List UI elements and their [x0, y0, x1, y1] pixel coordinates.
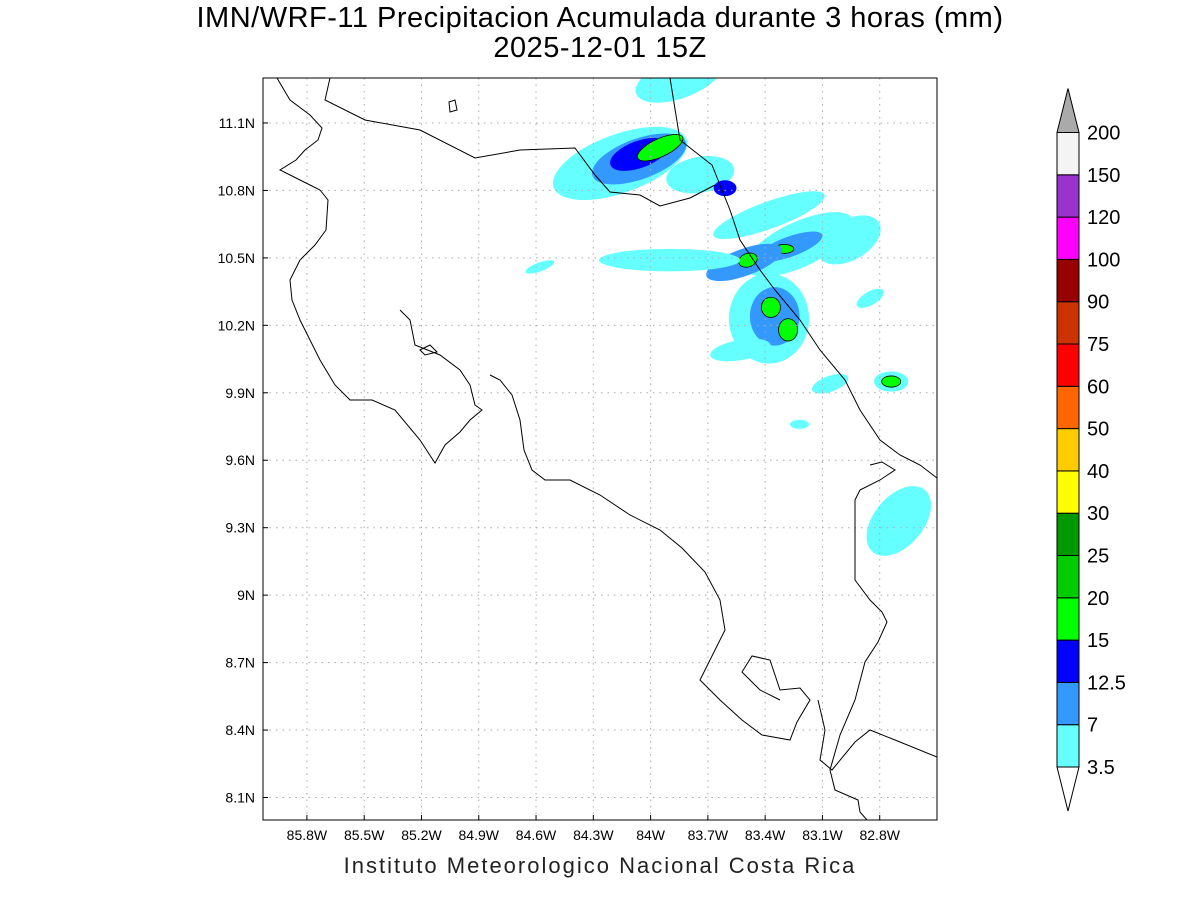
colorbar-label: 15	[1087, 630, 1109, 652]
map-title: IMN/WRF-11 Precipitacion Acumulada duran…	[196, 2, 1004, 34]
colorbar-swatch	[1056, 597, 1080, 641]
lon-tick-label: 83.7W	[688, 827, 729, 843]
colorbar-swatch	[1056, 216, 1080, 260]
coastlines	[276, 78, 937, 820]
lat-tick-label: 9.9N	[225, 385, 255, 401]
colorbar-swatch	[1056, 132, 1080, 176]
colorbar-label: 120	[1087, 207, 1120, 229]
colorbar-label: 150	[1087, 165, 1120, 187]
precip-cell	[635, 78, 723, 103]
precip-cell	[713, 191, 825, 240]
colorbar-label: 60	[1087, 376, 1109, 398]
lon-tick-label: 84.9W	[459, 827, 500, 843]
graticule	[263, 78, 937, 820]
colorbar-over-arrow	[1056, 88, 1080, 133]
precip-cell	[856, 288, 884, 308]
pacific-coastline	[276, 78, 937, 771]
colorbar-swatch	[1056, 681, 1080, 726]
precip-cell	[866, 486, 932, 556]
colorbar-label: 30	[1087, 503, 1109, 525]
lat-tick-label: 10.5N	[218, 250, 255, 266]
colorbar-label: 100	[1087, 249, 1120, 271]
lon-tick-label: 83.4W	[745, 827, 786, 843]
precip-cell	[778, 318, 799, 342]
lon-tick-label: 84W	[636, 827, 666, 843]
lat-tick-label: 9.6N	[225, 452, 255, 468]
colorbar-label: 12.5	[1087, 672, 1126, 694]
lat-tick-label: 11.1N	[219, 115, 255, 131]
colorbar-swatch	[1056, 301, 1080, 345]
colorbar-swatch	[1056, 470, 1080, 514]
lat-tick-label: 9N	[237, 587, 255, 603]
lat-tick-label: 8.1N	[225, 790, 255, 806]
lat-tick-label: 8.7N	[225, 655, 255, 671]
colorbar-swatch	[1056, 385, 1080, 430]
colorbar-label: 7	[1087, 715, 1098, 737]
precip-cell	[789, 419, 810, 429]
institution-footer: Instituto Meteorologico Nacional Costa R…	[343, 853, 857, 878]
colorbar-swatch	[1056, 174, 1080, 218]
precip-cell	[760, 296, 781, 318]
nicaragua-border	[324, 78, 716, 207]
lon-tick-label: 85.8W	[287, 827, 328, 843]
precip-cell	[710, 338, 771, 362]
lat-tick-label: 9.3N	[225, 520, 255, 536]
precip-cell	[599, 248, 741, 272]
lat-tick-label: 10.2N	[218, 317, 255, 333]
colorbar-swatch	[1056, 343, 1080, 387]
colorbar-swatch	[1056, 639, 1080, 683]
colorbar-swatch	[1056, 258, 1080, 303]
precip-cell	[881, 375, 902, 388]
lat-tick-label: 10.8N	[218, 182, 255, 198]
precip-cell	[525, 260, 555, 274]
precip-cell	[817, 215, 881, 265]
map-subtitle: 2025-12-01 15Z	[493, 32, 707, 64]
caribbean-coastline	[669, 78, 937, 479]
colorbar-label: 50	[1087, 419, 1109, 441]
precip-cell	[811, 373, 849, 394]
colorbar-label: 20	[1087, 588, 1109, 610]
precip-cell	[636, 134, 684, 162]
panama-border	[829, 461, 896, 820]
lon-tick-label: 84.6W	[516, 827, 557, 843]
colorbar-label: 40	[1087, 461, 1109, 483]
colorbar-label: 25	[1087, 546, 1109, 568]
colorbar-swatch	[1056, 555, 1080, 599]
lon-tick-label: 82.8W	[859, 827, 900, 843]
precipitation-field	[525, 78, 932, 556]
colorbar-swatch	[1056, 724, 1080, 768]
colorbar-swatch	[1056, 428, 1080, 472]
colorbar-label: 3.5	[1087, 757, 1115, 779]
island	[419, 99, 458, 356]
colorbar-label: 75	[1087, 334, 1109, 356]
colorbar-label: 200	[1087, 123, 1120, 145]
colorbar: 3.5 7 12.5 15 20 25 30 40 50 60 75 90 100 120 150 200	[1056, 88, 1126, 812]
colorbar-swatch	[1056, 512, 1080, 557]
lon-tick-label: 85.5W	[344, 827, 385, 843]
colorbar-under-arrow	[1056, 766, 1080, 812]
plot-frame	[262, 77, 938, 821]
lon-tick-label: 84.3W	[573, 827, 614, 843]
lat-tick-label: 8.4N	[225, 722, 255, 738]
colorbar-label: 90	[1087, 292, 1109, 314]
lon-tick-label: 85.2W	[401, 827, 442, 843]
precip-cell	[713, 180, 737, 197]
axis-tick-labels: 85.8W 85.5W 85.2W 84.9W 84.6W 84.3W 84W 83.7W 83…	[218, 115, 901, 843]
precip-cell	[738, 252, 758, 268]
lon-tick-label: 83.1W	[802, 827, 843, 843]
